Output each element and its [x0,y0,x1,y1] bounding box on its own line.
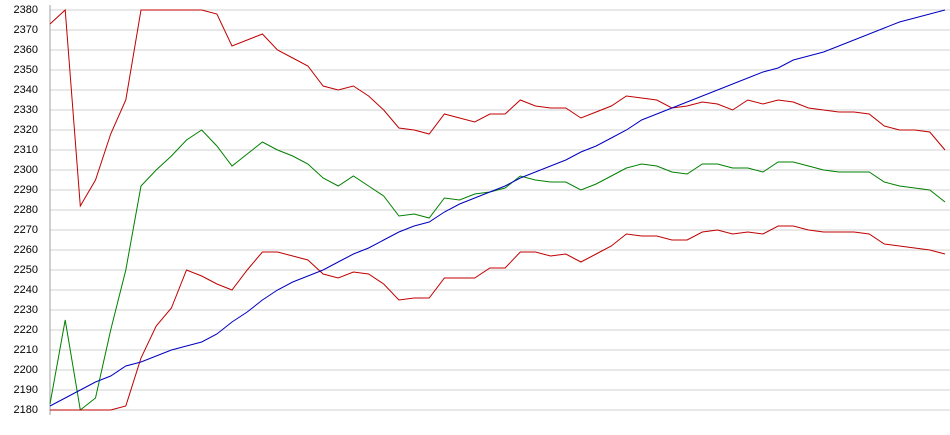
y-tick-label: 2300 [14,164,38,176]
y-tick-label: 2210 [14,344,38,356]
y-tick-label: 2190 [14,384,38,396]
y-tick-label: 2320 [14,124,38,136]
y-tick-label: 2310 [14,144,38,156]
y-tick-label: 2340 [14,84,38,96]
y-tick-label: 2240 [14,284,38,296]
y-tick-label: 2270 [14,224,38,236]
y-tick-label: 2370 [14,24,38,36]
y-tick-label: 2260 [14,244,38,256]
y-tick-label: 2290 [14,184,38,196]
line-series [49,8,946,208]
y-tick-label: 2330 [14,104,38,116]
line-series [49,9,946,407]
line-series [50,225,946,411]
line-series [49,129,946,411]
y-tick-label: 2200 [14,364,38,376]
y-tick-label: 2230 [14,304,38,316]
y-tick-label: 2360 [14,44,38,56]
y-tick-label: 2220 [14,324,38,336]
y-tick-label: 2250 [14,264,38,276]
y-tick-label: 2180 [14,404,38,416]
y-tick-label: 2280 [14,204,38,216]
y-tick-label: 2380 [14,4,38,16]
y-tick-label: 2350 [14,64,38,76]
